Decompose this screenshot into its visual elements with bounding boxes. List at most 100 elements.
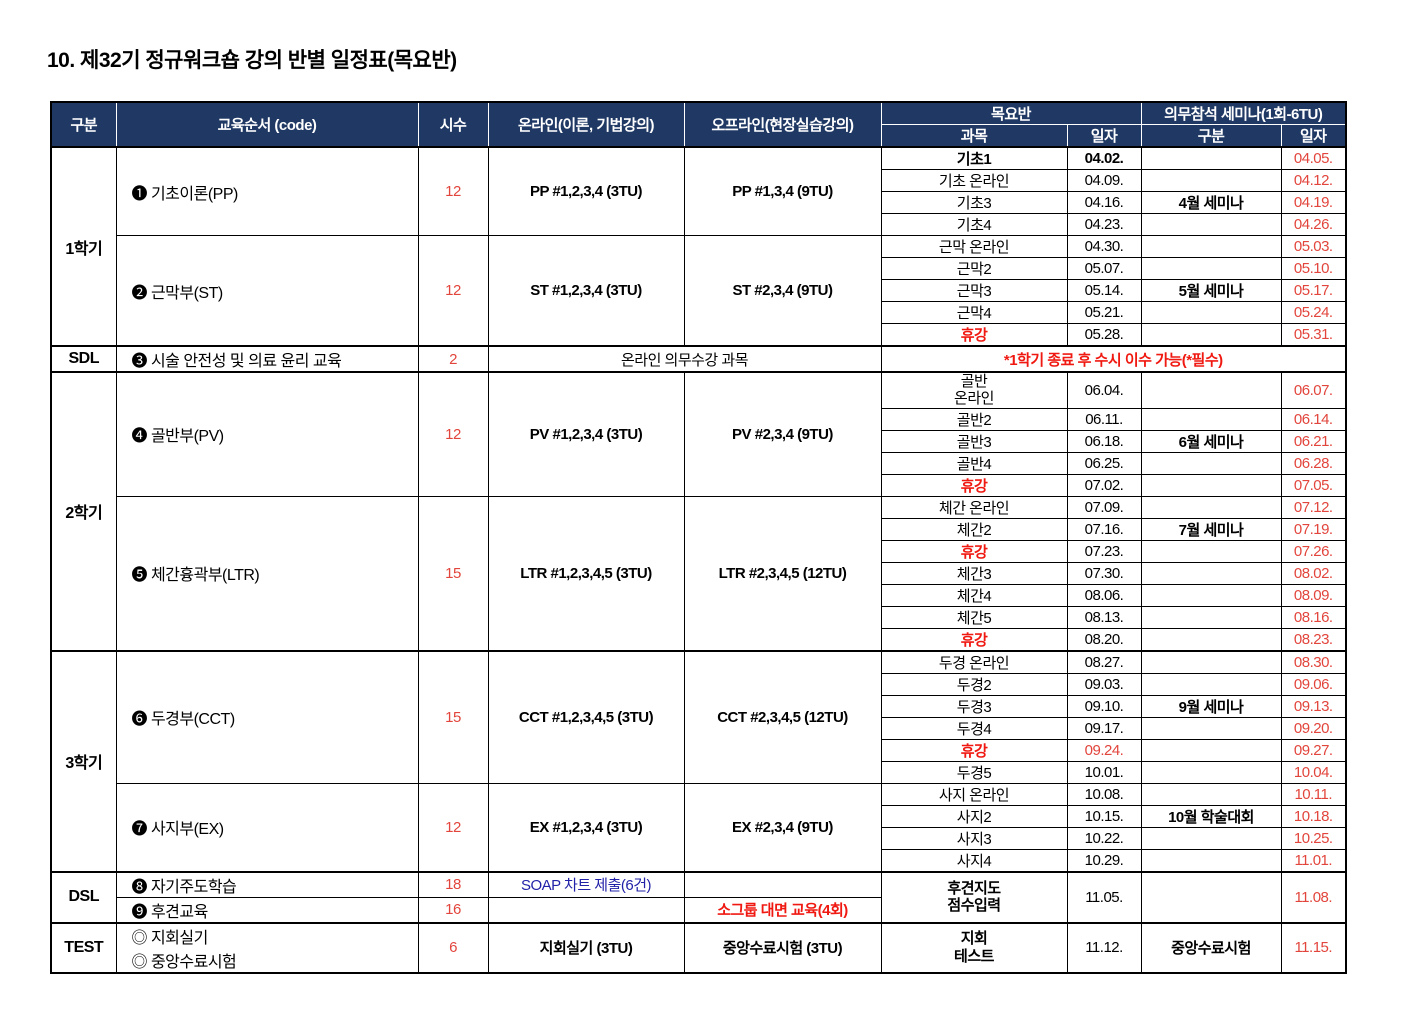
- offline-cell: PP #1,3,4 (9TU): [683, 146, 882, 236]
- online-cell: [487, 896, 685, 923]
- online-cell: 지회실기 (3TU): [487, 921, 685, 973]
- class-date-cell: 11.05.: [1066, 870, 1142, 923]
- group-cell: SDL: [50, 345, 117, 373]
- online-cell: PP #1,2,3,4 (3TU): [487, 146, 685, 236]
- seminar-cell: [1140, 782, 1282, 806]
- seminar-date-cell: 05.03.: [1280, 235, 1347, 258]
- seminar-date-cell: 07.12.: [1280, 495, 1347, 519]
- table-row: ❺ 체간흉곽부(LTR) 15 LTR #1,2,3,4,5 (3TU) LTR…: [51, 495, 1347, 651]
- subject-cell: 사지4: [880, 848, 1068, 872]
- table-row: ❾ 후견교육 16 소그룹 대면 교육(4회): [51, 896, 1346, 923]
- seminar-date-cell: 06.07.: [1280, 371, 1347, 409]
- seminar-date-cell: 06.28.: [1280, 451, 1347, 475]
- class-date-cell: 08.13.: [1066, 605, 1142, 629]
- hours-cell: 12: [417, 235, 489, 347]
- class-date-cell: 04.30.: [1066, 235, 1142, 258]
- seminar-cell: [1140, 407, 1282, 431]
- subject-cell: 골반4: [880, 451, 1068, 475]
- seminar-cell: 6월 세미나: [1140, 429, 1282, 453]
- subject-cell: 체간5: [880, 605, 1068, 629]
- table-row: 두경5 10.01. 10.04.: [51, 760, 1347, 784]
- table-row: ❷ 근막부(ST) 12 ST #1,2,3,4 (3TU) ST #2,3,4…: [51, 235, 1347, 347]
- class-date-cell: 08.27.: [1066, 649, 1142, 674]
- class-date-cell: 05.21.: [1066, 301, 1142, 324]
- class-date-cell: 06.04.: [1066, 371, 1142, 409]
- seminar-date-cell: 05.31.: [1280, 323, 1347, 347]
- table-row: 근막4 05.21. 05.24.: [51, 301, 1347, 324]
- offline-cell: EX #2,3,4 (9TU): [683, 782, 882, 872]
- seminar-date-cell: 07.19.: [1280, 517, 1347, 541]
- seminar-date-cell: 10.04.: [1280, 760, 1347, 784]
- seminar-date-cell: 05.10.: [1280, 257, 1347, 280]
- subject-cell: 휴강: [880, 738, 1068, 762]
- col-header-seminar: 의무참석 세미나(1회-6TU): [1140, 101, 1347, 125]
- subject-cell: 체간3: [880, 561, 1068, 585]
- class-date-cell: 07.02.: [1066, 473, 1142, 497]
- table-row: 두경2 09.03. 09.06.: [51, 672, 1347, 696]
- class-date-cell: 04.23.: [1066, 213, 1142, 236]
- table-row: SDL ❸ 시술 안전성 및 의료 윤리 교육 2 온라인 의무수강 과목 *1…: [50, 345, 1347, 373]
- course-cell: ❾ 후견교육: [115, 896, 419, 923]
- subject-cell: 두경4: [880, 716, 1068, 740]
- class-date-cell: 10.08.: [1066, 782, 1142, 806]
- table-row: 기초4 04.23. 04.26.: [51, 213, 1347, 236]
- col-header-thursday-class: 목요반: [880, 101, 1142, 125]
- subject-cell: 사지 온라인: [880, 782, 1068, 806]
- class-date-cell: 10.15.: [1066, 804, 1142, 828]
- hours-cell: 16: [417, 896, 489, 923]
- seminar-cell: [1140, 672, 1282, 696]
- course-name-line: ◎ 중앙수료시험: [131, 953, 237, 971]
- table-row: 사지2 10.15. 10월 학술대회 10.18.: [51, 804, 1347, 828]
- table-row: 근막3 05.14. 5월 세미나 05.17.: [51, 279, 1347, 302]
- class-date-cell: 09.24.: [1066, 738, 1142, 762]
- class-date-cell: 09.10.: [1066, 694, 1142, 718]
- group-cell: 1학기: [50, 146, 117, 347]
- subject-cell: 기초 온라인: [880, 169, 1068, 192]
- seminar-date-cell: 09.06.: [1280, 672, 1347, 696]
- seminar-date-cell: 05.17.: [1280, 279, 1347, 302]
- seminar-cell: 9월 세미나: [1140, 694, 1282, 718]
- seminar-cell: [1140, 146, 1282, 170]
- seminar-cell: 5월 세미나: [1140, 279, 1282, 302]
- subject-cell: 체간2: [880, 517, 1068, 541]
- class-date-cell: 05.14.: [1066, 279, 1142, 302]
- class-date-cell: 07.16.: [1066, 517, 1142, 541]
- group-cell: DSL: [50, 870, 117, 923]
- class-date-cell: 10.01.: [1066, 760, 1142, 784]
- seminar-cell: [1140, 870, 1282, 923]
- seminar-date-cell: 05.24.: [1280, 301, 1347, 324]
- seminar-cell: 4월 세미나: [1140, 191, 1282, 214]
- online-cell: LTR #1,2,3,4,5 (3TU): [487, 495, 685, 651]
- course-cell: ❷ 근막부(ST): [115, 235, 419, 347]
- seminar-cell: [1140, 605, 1282, 629]
- course-cell: ❶ 기초이론(PP): [115, 146, 419, 236]
- seminar-date-cell: 07.05.: [1280, 473, 1347, 497]
- class-date-cell: 07.09.: [1066, 495, 1142, 519]
- seminar-date-cell: 09.13.: [1280, 694, 1347, 718]
- group-cell: TEST: [50, 921, 117, 973]
- seminar-date-cell: 10.18.: [1280, 804, 1347, 828]
- table-row: TEST ◎ 지회실기 ◎ 중앙수료시험 6 지회실기 (3TU) 중앙수료시험…: [50, 921, 1347, 973]
- page-title: 10. 제32기 정규워크숍 강의 반별 일정표(목요반): [47, 49, 457, 72]
- hours-cell: 12: [417, 146, 489, 236]
- offline-cell: 소그룹 대면 교육(4회): [683, 896, 882, 923]
- class-date-cell: 11.12.: [1066, 921, 1142, 973]
- offline-cell: LTR #2,3,4,5 (12TU): [683, 495, 882, 651]
- hours-cell: 18: [417, 870, 489, 898]
- subject-cell: 골반3: [880, 429, 1068, 453]
- seminar-date-cell: 04.05.: [1280, 146, 1347, 170]
- seminar-cell: [1140, 760, 1282, 784]
- seminar-cell: [1140, 848, 1282, 872]
- course-cell: ❽ 자기주도학습: [115, 870, 419, 898]
- seminar-cell: 중앙수료시험: [1140, 921, 1282, 973]
- header-row-1: 구분 교육순서 (code) 시수 온라인(이론, 기법강의) 오프라인(현장실…: [50, 101, 1347, 148]
- seminar-date-cell: 09.27.: [1280, 738, 1347, 762]
- col-header-seminar-date: 일자: [1280, 124, 1347, 148]
- group-cell: 2학기: [50, 371, 117, 651]
- seminar-cell: 10월 학술대회: [1140, 804, 1282, 828]
- subject-cell: 골반2: [880, 407, 1068, 431]
- seminar-date-cell: 08.16.: [1280, 605, 1347, 629]
- seminar-cell: [1140, 371, 1282, 409]
- subject-cell: 체간 온라인: [880, 495, 1068, 519]
- class-date-cell: 07.23.: [1066, 539, 1142, 563]
